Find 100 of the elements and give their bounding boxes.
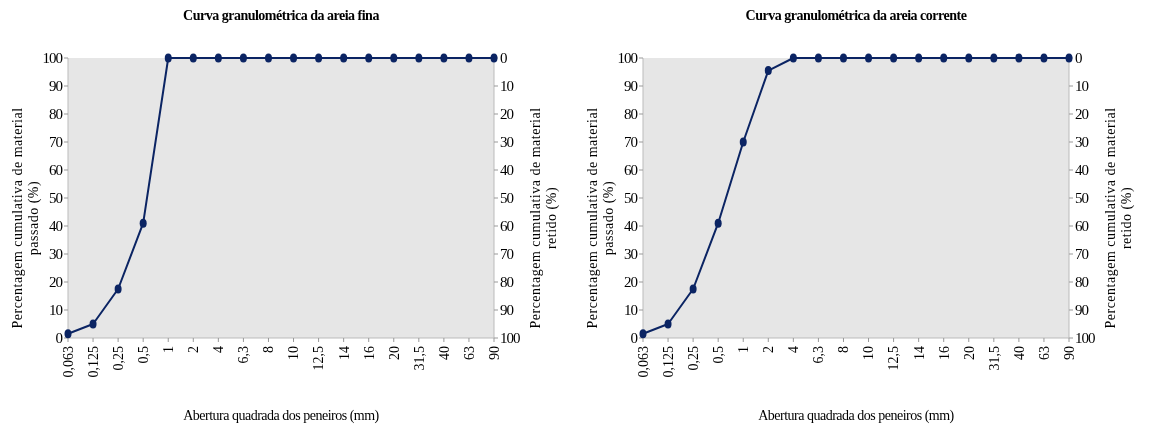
y-tick-label: 100 bbox=[617, 50, 638, 67]
point bbox=[365, 53, 373, 63]
y2-tick-label: 90 bbox=[500, 302, 514, 319]
y2-tick-label: 50 bbox=[1075, 190, 1089, 207]
x-tick-label: 12,5 bbox=[311, 346, 327, 371]
point bbox=[764, 66, 772, 76]
point bbox=[965, 53, 973, 63]
x-tick-label: 40 bbox=[1011, 346, 1027, 360]
y2-tick-label: 60 bbox=[500, 218, 514, 235]
point bbox=[890, 53, 898, 63]
y2-tick-label: 10 bbox=[500, 78, 514, 95]
point bbox=[340, 53, 348, 63]
point bbox=[490, 53, 498, 63]
point bbox=[290, 53, 298, 63]
x-tick-label: 90 bbox=[1061, 346, 1077, 360]
x-tick-label: 12,5 bbox=[886, 346, 902, 371]
y-tick-label: 40 bbox=[49, 218, 63, 235]
point bbox=[1040, 53, 1048, 63]
y-tick-label: 10 bbox=[49, 302, 63, 319]
point bbox=[264, 53, 272, 63]
y-tick-label: 90 bbox=[49, 78, 63, 95]
y2-tick-label: 80 bbox=[1075, 274, 1089, 291]
y-tick-label: 10 bbox=[624, 302, 638, 319]
point bbox=[390, 53, 398, 63]
x-tick-label: 31,5 bbox=[411, 346, 427, 371]
chart-title: Curva granulométrica da areia corrente bbox=[745, 8, 967, 23]
x-tick-label: 0,063 bbox=[635, 346, 651, 378]
x-tick-label: 16 bbox=[361, 346, 377, 360]
x-tick-label: 10 bbox=[286, 346, 302, 360]
x-tick-label: 0,125 bbox=[660, 346, 676, 378]
y-tick-label: 20 bbox=[49, 274, 63, 291]
x-tick-label: 63 bbox=[1036, 346, 1052, 360]
y2-tick-label: 60 bbox=[1075, 218, 1089, 235]
point bbox=[114, 284, 122, 294]
y2-tick-label: 70 bbox=[500, 246, 514, 263]
x-tick-label: 40 bbox=[436, 346, 452, 360]
x-tick-label: 2 bbox=[761, 346, 777, 353]
x-tick-label: 4 bbox=[786, 346, 802, 353]
y-axis-title: Percentagem cumulativa de material passado (%) bbox=[10, 107, 42, 329]
point bbox=[1065, 53, 1073, 63]
y-tick-label: 60 bbox=[49, 162, 63, 179]
x-tick-label: 10 bbox=[861, 346, 877, 360]
x-tick-label: 31,5 bbox=[986, 346, 1002, 371]
y2-tick-label: 90 bbox=[1075, 302, 1089, 319]
y2-tick-label: 100 bbox=[1075, 330, 1095, 347]
point bbox=[214, 53, 222, 63]
x-tick-label: 16 bbox=[936, 346, 952, 360]
x-tick-label: 0,25 bbox=[111, 346, 127, 371]
y2-tick-label: 0 bbox=[1075, 50, 1082, 67]
point bbox=[789, 53, 797, 63]
y-tick-label: 40 bbox=[624, 218, 638, 235]
x-tick-label: 1 bbox=[161, 346, 177, 353]
point bbox=[814, 53, 822, 63]
x-tick-label: 63 bbox=[461, 346, 477, 360]
x-tick-label: 0,063 bbox=[60, 346, 76, 378]
y2-axis-title: Percentagem cumulativa de material retido (%) bbox=[1103, 107, 1135, 329]
y2-tick-label: 30 bbox=[1075, 134, 1089, 151]
point bbox=[714, 218, 722, 228]
y-tick-label: 100 bbox=[42, 50, 63, 67]
point bbox=[139, 218, 147, 228]
y-tick-label: 70 bbox=[624, 134, 638, 151]
x-tick-label: 20 bbox=[386, 346, 402, 360]
x-tick-label: 1 bbox=[736, 346, 752, 353]
y-tick-label: 30 bbox=[49, 246, 63, 263]
y-tick-label: 0 bbox=[55, 330, 63, 347]
y-tick-label: 60 bbox=[624, 162, 638, 179]
x-tick-label: 20 bbox=[961, 346, 977, 360]
chart-title: Curva granulométrica da areia fina bbox=[183, 8, 380, 23]
y-tick-label: 70 bbox=[49, 134, 63, 151]
x-tick-label: 4 bbox=[211, 346, 227, 353]
y2-tick-label: 20 bbox=[1075, 106, 1089, 123]
point bbox=[465, 53, 473, 63]
y2-tick-label: 50 bbox=[500, 190, 514, 207]
x-tick-label: 14 bbox=[911, 346, 927, 360]
point bbox=[315, 53, 323, 63]
y2-axis-title: Percentagem cumulativa de material retido (%) bbox=[528, 107, 560, 329]
y2-tick-label: 0 bbox=[500, 50, 507, 67]
y-axis-title: Percentagem cumulativa de material passado (%) bbox=[585, 107, 617, 329]
point bbox=[739, 137, 747, 147]
x-tick-label: 0,25 bbox=[686, 346, 702, 371]
y-tick-label: 80 bbox=[49, 106, 63, 123]
y-tick-label: 50 bbox=[624, 190, 638, 207]
point bbox=[189, 53, 197, 63]
y2-tick-label: 70 bbox=[1075, 246, 1089, 263]
y2-tick-label: 40 bbox=[500, 162, 514, 179]
point bbox=[689, 284, 697, 294]
x-tick-label: 90 bbox=[486, 346, 502, 360]
x-axis-title: Abertura quadrada dos peneiros (mm) bbox=[183, 408, 380, 424]
y-tick-label: 90 bbox=[624, 78, 638, 95]
point bbox=[865, 53, 873, 63]
point bbox=[839, 53, 847, 63]
point bbox=[89, 319, 97, 329]
y2-tick-label: 20 bbox=[500, 106, 514, 123]
x-tick-label: 8 bbox=[836, 346, 852, 353]
point bbox=[164, 53, 172, 63]
x-tick-label: 14 bbox=[336, 346, 352, 360]
point bbox=[440, 53, 448, 63]
point bbox=[1015, 53, 1023, 63]
point bbox=[940, 53, 948, 63]
y2-tick-label: 80 bbox=[500, 274, 514, 291]
